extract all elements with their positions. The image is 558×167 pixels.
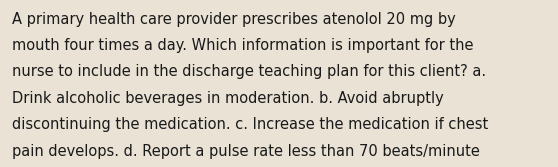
Text: Drink alcoholic beverages in moderation. b. Avoid abruptly: Drink alcoholic beverages in moderation.… [12, 91, 444, 106]
Text: mouth four times a day. Which information is important for the: mouth four times a day. Which informatio… [12, 38, 474, 53]
Text: nurse to include in the discharge teaching plan for this client? a.: nurse to include in the discharge teachi… [12, 64, 487, 79]
Text: pain develops. d. Report a pulse rate less than 70 beats/minute: pain develops. d. Report a pulse rate le… [12, 144, 480, 159]
Text: discontinuing the medication. c. Increase the medication if chest: discontinuing the medication. c. Increas… [12, 117, 488, 132]
Text: A primary health care provider prescribes atenolol 20 mg by: A primary health care provider prescribe… [12, 12, 456, 27]
